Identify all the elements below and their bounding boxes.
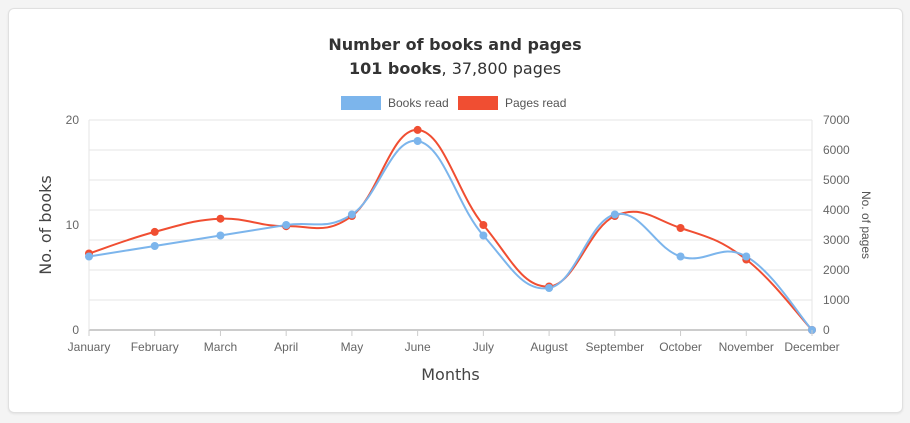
pages-read-point (413, 125, 422, 134)
books-read-point (413, 137, 422, 145)
y-right-axis-title: No. of pages (859, 191, 873, 259)
y-right-tick-label: 3000 (823, 233, 850, 247)
books-read-point (479, 231, 488, 240)
x-tick-label: October (659, 340, 702, 354)
y-left-axis-title: No. of books (36, 175, 55, 275)
y-right-tick-label: 2000 (823, 263, 850, 277)
axes: January February March April May June July Augu… (36, 113, 873, 384)
y-right-tick-label: 5000 (823, 173, 850, 187)
legend: Books read Pages read (341, 96, 566, 110)
books-read-point (610, 210, 619, 219)
y-right-tick-label: 6000 (823, 143, 850, 157)
legend-pages-read-label: Pages read (505, 96, 566, 110)
x-tick-label: June (405, 340, 431, 354)
x-tick-label: April (274, 340, 298, 354)
x-axis-title: Months (421, 365, 479, 384)
x-tick-label: November (719, 340, 774, 354)
legend-books-read-swatch (341, 96, 381, 110)
subtitle-books-count: 101 books (348, 59, 442, 78)
books-read-point (742, 252, 751, 261)
legend-pages-read-swatch (458, 96, 498, 110)
x-tick-label: March (204, 340, 237, 354)
x-tick-label: September (585, 340, 644, 354)
x-tick-label: May (341, 340, 364, 354)
x-tick-label: January (68, 340, 111, 354)
books-read-point (216, 231, 225, 240)
pages-read-point (216, 214, 225, 223)
x-tick-label: August (530, 340, 568, 354)
grid-lines (88, 119, 813, 331)
books-read-point (150, 242, 159, 250)
books-read-point (545, 284, 554, 292)
chart-title: Number of books and pages (328, 35, 582, 54)
pages-read-point (479, 221, 488, 229)
y-left-tick-label: 0 (72, 323, 79, 337)
y-right-tick-label: 1000 (823, 293, 850, 307)
subtitle-pages-count: , 37,800 pages (441, 59, 562, 78)
chart-subtitle: 101 books, 37,800 pages (0, 59, 910, 78)
y-left-tick-label: 10 (66, 218, 80, 232)
y-right-tick-label: 0 (823, 323, 830, 337)
legend-books-read-label: Books read (388, 96, 449, 110)
books-read-point (282, 221, 291, 229)
y-left-tick-label: 20 (66, 113, 80, 127)
x-tick-label: July (473, 340, 494, 354)
y-right-tick-label: 7000 (823, 113, 850, 127)
x-tick-label: February (131, 340, 179, 354)
books-read-point (85, 252, 93, 261)
pages-read-point (150, 227, 159, 236)
pages-read-point (676, 224, 685, 232)
x-tick-label: December (784, 340, 839, 354)
books-read-point (676, 252, 685, 261)
books-read-point (347, 210, 356, 219)
y-right-tick-label: 4000 (823, 203, 850, 217)
data-points (85, 125, 816, 334)
